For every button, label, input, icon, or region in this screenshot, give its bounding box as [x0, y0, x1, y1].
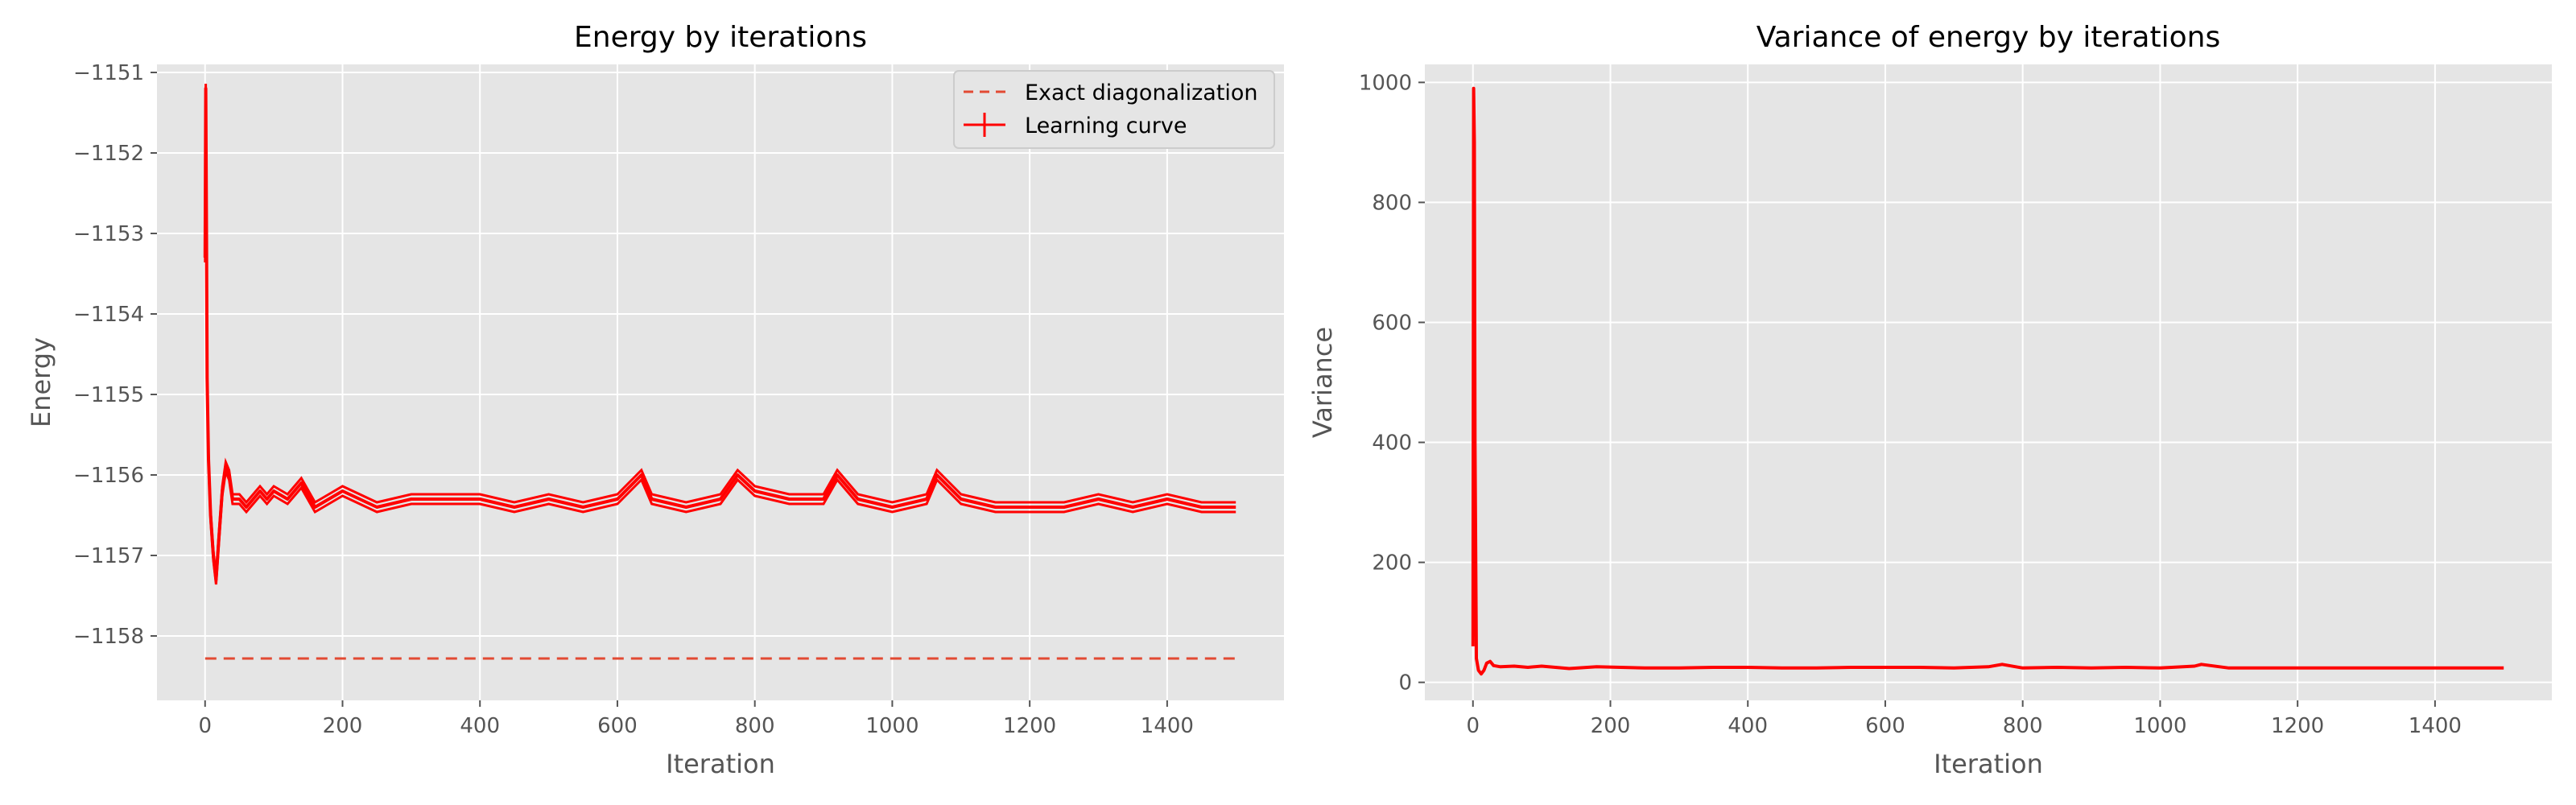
legend-exact-label: Exact diagonalization	[1025, 80, 1258, 105]
y-tick-label: −1154	[73, 303, 144, 327]
variance-x-axis-label: Iteration	[1934, 749, 2043, 779]
y-tick-label: −1156	[73, 464, 144, 488]
energy-tick-labels: 0 200 400 600 800 1000 1200 1400 −1158 −1157 −1156…	[73, 61, 1194, 738]
variance-line	[1471, 86, 2504, 676]
variance-tick-labels: 0 200 400 600 800 1000 1200 1400 0 200 400 600 800 10…	[1359, 71, 2462, 738]
energy-chart-title: Energy by iterations	[574, 21, 867, 54]
y-tick-label: −1158	[73, 625, 144, 649]
y-tick-label: −1155	[73, 383, 144, 407]
variance-series-layer	[1471, 86, 2504, 676]
energy-chart: 0 200 400 600 800 1000 1200 1400 −1158 −1157 −1156…	[26, 21, 1284, 779]
energy-x-axis-label: Iteration	[666, 749, 775, 779]
y-tick-label: 600	[1372, 311, 1412, 335]
energy-plot-area	[157, 64, 1284, 700]
x-tick-label: 1400	[2409, 714, 2462, 738]
y-tick-label: −1153	[73, 222, 144, 246]
variance-chart: 0 200 400 600 800 1000 1200 1400 0 200 400 600 800 10…	[1307, 21, 2552, 779]
x-tick-label: 400	[460, 714, 500, 738]
energy-gridlines	[157, 64, 1284, 700]
legend-box	[953, 70, 1275, 149]
y-tick-label: 800	[1372, 191, 1412, 215]
y-tick-label: 400	[1372, 431, 1412, 456]
variance-chart-title: Variance of energy by iterations	[1757, 21, 2220, 54]
learning-curve-errorbar-lower	[204, 93, 1236, 585]
x-tick-label: 1000	[865, 714, 919, 738]
y-tick-label: 0	[1398, 671, 1412, 696]
x-tick-label: 400	[1728, 714, 1768, 738]
variance-plot-area	[1425, 64, 2552, 700]
x-tick-label: 800	[2003, 714, 2043, 738]
x-tick-label: 1200	[2271, 714, 2324, 738]
x-tick-label: 1400	[1141, 714, 1194, 738]
y-tick-label: −1157	[73, 544, 144, 568]
x-tick-label: 200	[1591, 714, 1631, 738]
y-tick-label: −1151	[73, 61, 144, 85]
x-tick-label: 200	[323, 714, 363, 738]
x-tick-label: 1200	[1003, 714, 1056, 738]
y-tick-label: 1000	[1359, 71, 1412, 95]
x-tick-label: 0	[198, 714, 212, 738]
energy-series-layer	[203, 83, 1236, 660]
x-tick-label: 1000	[2133, 714, 2186, 738]
energy-legend: Exact diagonalization Learning curve	[953, 70, 1275, 149]
x-tick-label: 600	[597, 714, 638, 738]
y-tick-label: −1152	[73, 142, 144, 166]
x-tick-label: 600	[1865, 714, 1905, 738]
x-tick-label: 0	[1466, 714, 1480, 738]
variance-y-axis-label: Variance	[1307, 327, 1338, 438]
x-tick-label: 800	[735, 714, 775, 738]
energy-y-axis-label: Energy	[26, 337, 56, 427]
legend-learning-label: Learning curve	[1025, 114, 1187, 138]
y-tick-label: 200	[1372, 551, 1412, 576]
